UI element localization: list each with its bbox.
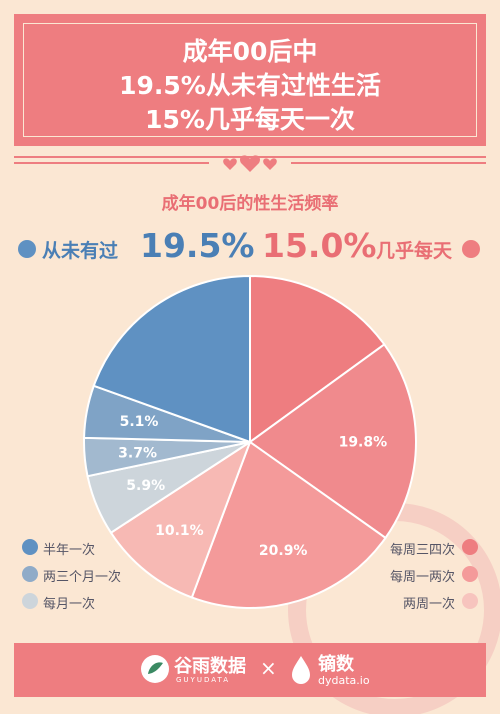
- pie-slice-label: 10.1%: [155, 523, 204, 539]
- legend-dot: [22, 539, 38, 555]
- brand-dydata-sub: dydata.io: [318, 674, 370, 687]
- callout-right-label: 几乎每天: [376, 240, 453, 262]
- legend-dot: [22, 593, 38, 609]
- legend-dot: [462, 566, 478, 582]
- legend-dot: [462, 539, 478, 555]
- heart-icon: [263, 158, 277, 170]
- rule-right: [291, 162, 486, 164]
- header-banner: 成年00后中 19.5%从未有过性生活 15%几乎每天一次: [14, 14, 486, 146]
- legend-label-3-4-weekly: 每周三四次: [390, 543, 456, 558]
- legend-dot: [462, 593, 478, 609]
- legend-label-monthly: 每月一次: [43, 597, 96, 612]
- pie-slice: [190, 440, 387, 609]
- callout-right-value: 15.0%: [262, 226, 377, 265]
- brand-dydata: 镝数: [318, 654, 354, 675]
- callout-right-dot: [462, 240, 480, 258]
- callout-left-label: 从未有过: [42, 240, 119, 262]
- brand-guyu: 谷雨数据: [174, 656, 246, 677]
- divider-line-top: [14, 156, 486, 158]
- brand-guyu-sub: GUYUDATA: [176, 676, 230, 684]
- heart-icon: [239, 155, 261, 172]
- callout-left-dot: [18, 240, 36, 258]
- pie-slice: [249, 274, 386, 444]
- legend-dot: [22, 566, 38, 582]
- legend-label-two-three-months: 两三个月一次: [43, 570, 122, 585]
- callout-left-value: 19.5%: [140, 226, 255, 265]
- legend-label-1-2-weekly: 每周一两次: [390, 570, 456, 585]
- rule-left: [14, 162, 209, 164]
- separator: ×: [260, 656, 277, 680]
- pie-slice-label: 5.9%: [126, 478, 165, 494]
- dydata-drop-icon: [292, 656, 310, 684]
- header-frame: 成年00后中 19.5%从未有过性生活 15%几乎每天一次: [23, 23, 477, 137]
- pie-slice: [109, 439, 253, 599]
- footer-bar: 谷雨数据 GUYUDATA × 镝数 dydata.io: [14, 643, 486, 697]
- pie-slice-label: 19.8%: [339, 434, 388, 450]
- pie-slice: [248, 343, 417, 540]
- pie-slice-label: 20.9%: [259, 543, 308, 559]
- pie-slice-label: 5.1%: [120, 414, 159, 430]
- legend-label-half-year: 半年一次: [43, 543, 96, 558]
- heart-icon: [223, 158, 237, 170]
- guyu-logo-icon: [141, 655, 169, 683]
- chart-title: 成年00后的性生活频率: [161, 194, 339, 214]
- header-line-1: 成年00后中: [182, 37, 318, 66]
- legend-label-biweekly: 两周一次: [403, 597, 456, 612]
- pie-slice-label: 3.7%: [118, 445, 157, 461]
- header-line-2: 19.5%从未有过性生活: [119, 71, 381, 100]
- pie-slice: [92, 274, 251, 444]
- header-line-3: 15%几乎每天一次: [145, 105, 355, 134]
- hearts-decoration: [14, 155, 486, 172]
